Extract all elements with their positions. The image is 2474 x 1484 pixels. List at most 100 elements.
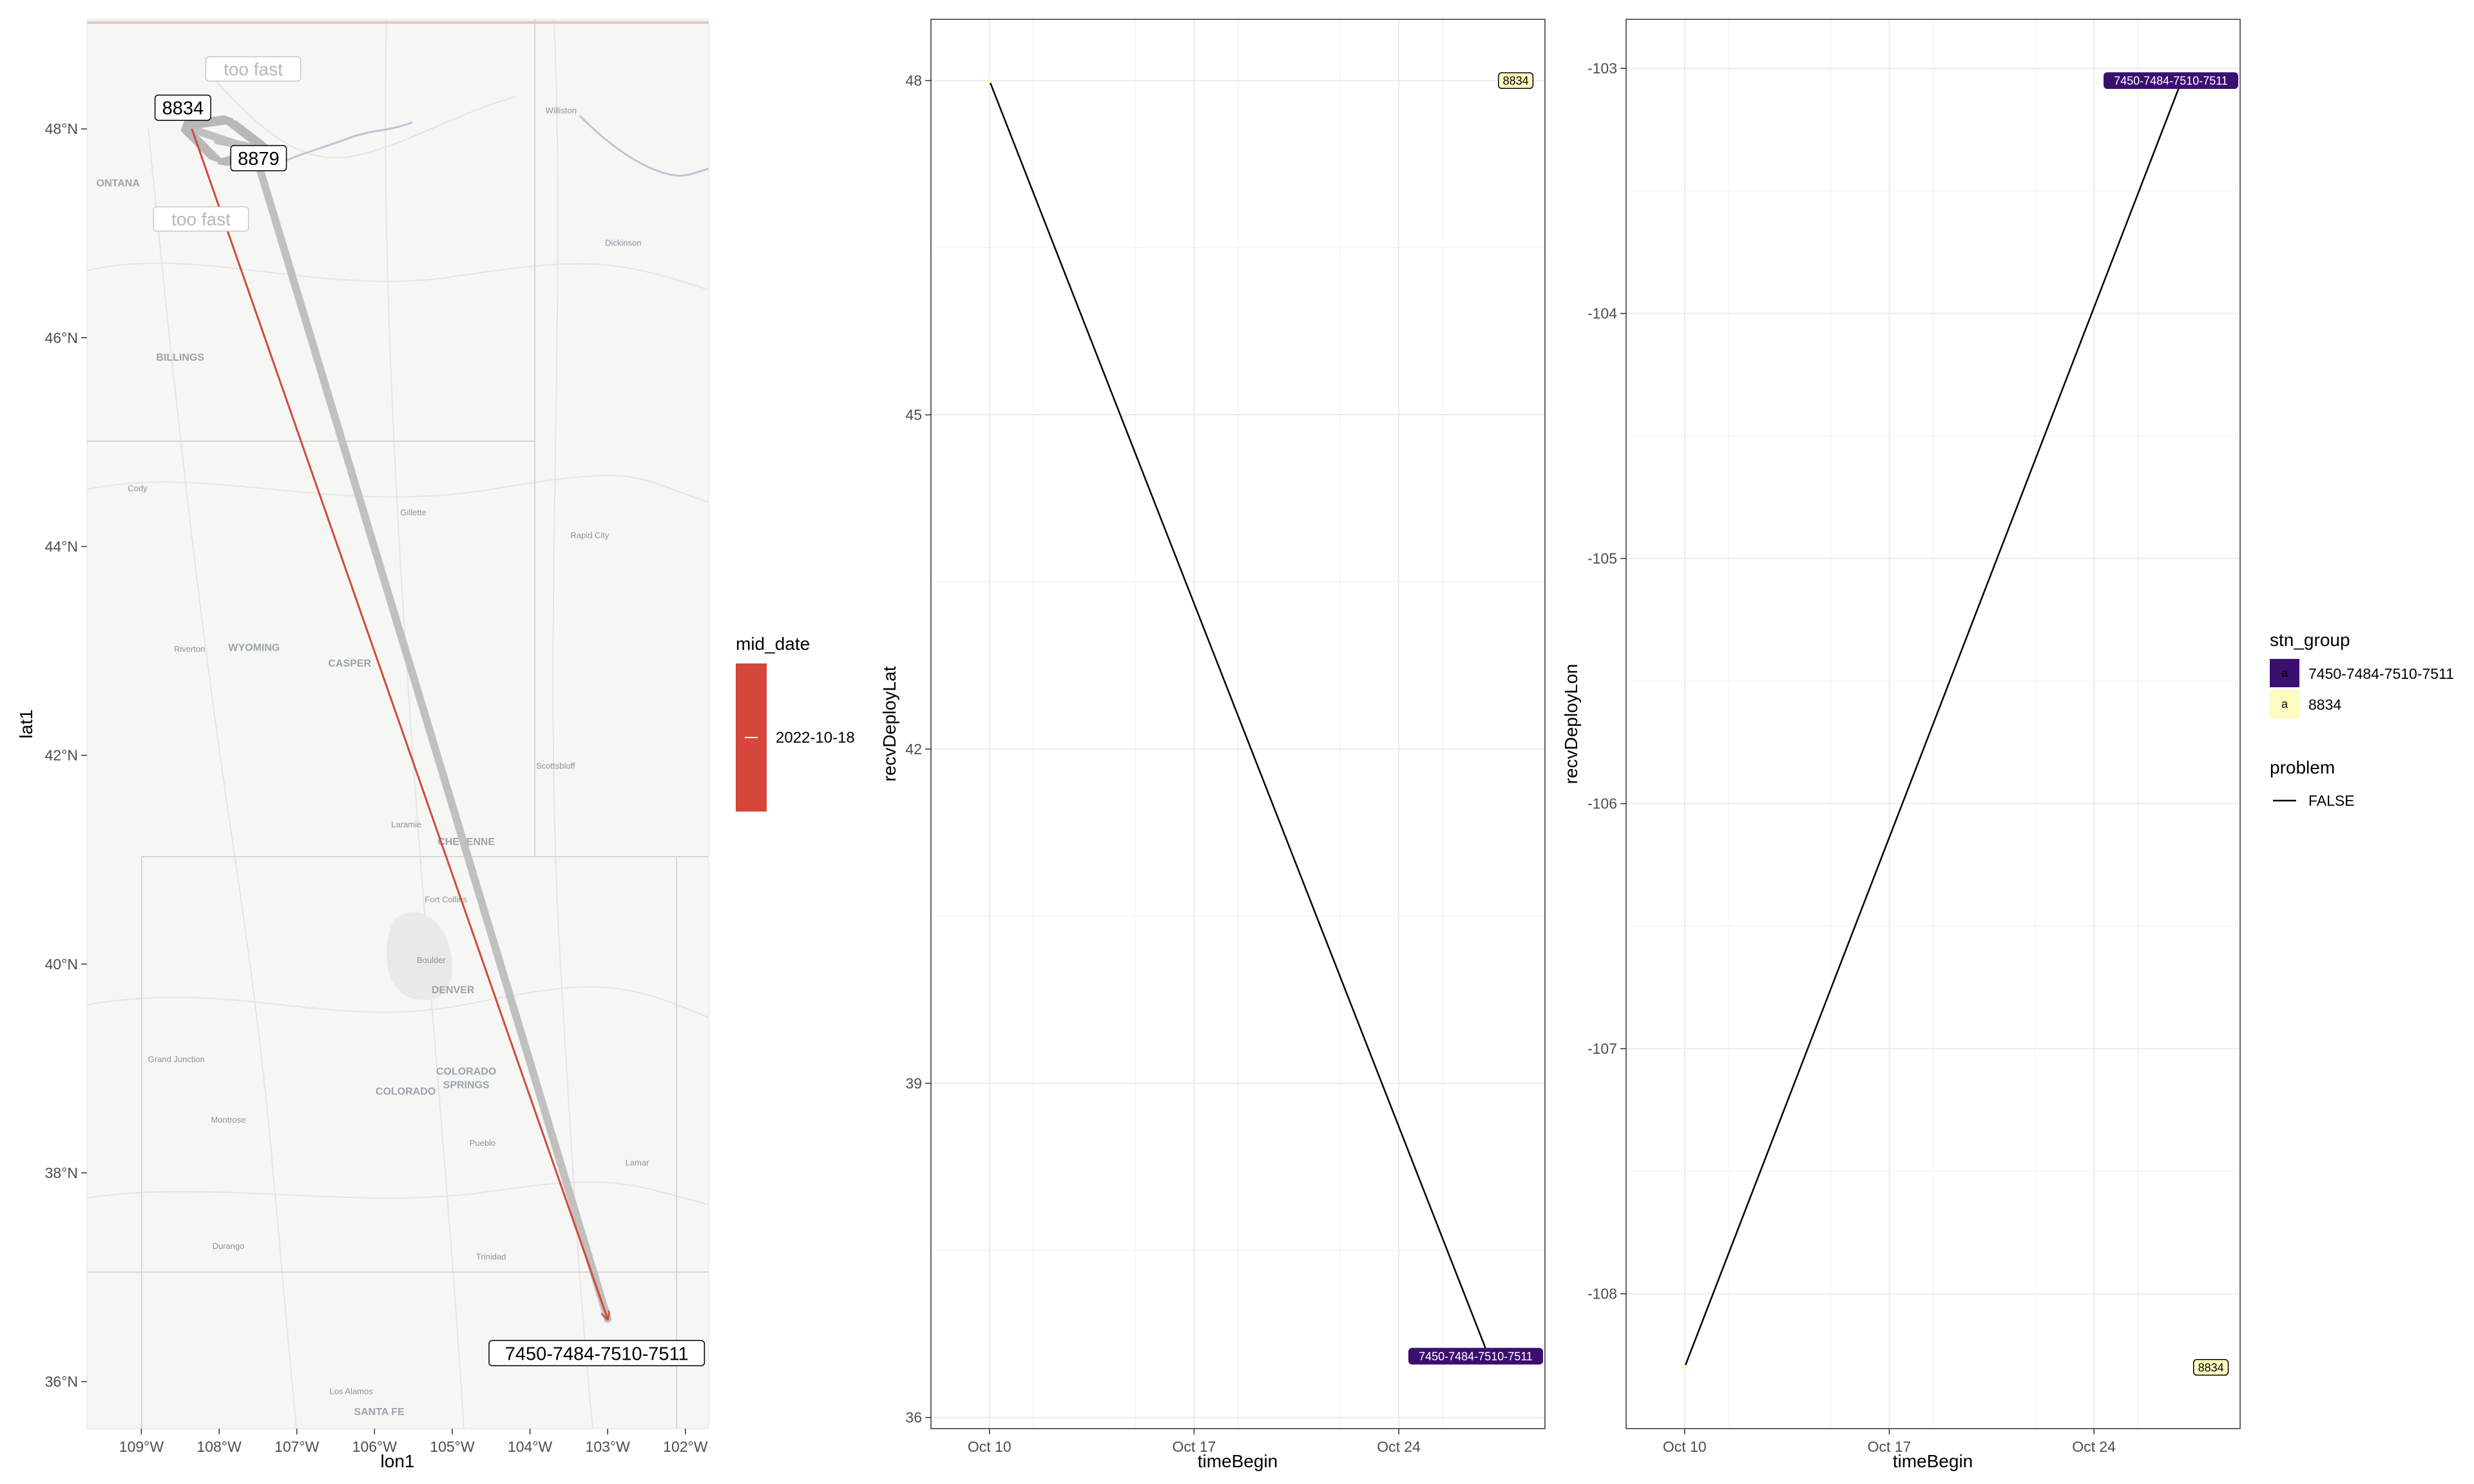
place-label-trinidad: Trinidad xyxy=(476,1251,506,1261)
too-fast-label-2-text: too fast xyxy=(171,209,231,229)
lat-panel: 8834 7450-7484-7510-7511 36 39 42 45 48 Oct 10… xyxy=(879,19,1546,1471)
stn-group-label-7450: 7450-7484-7510-7511 xyxy=(2308,665,2454,682)
lat-group-label-8834-text: 8834 xyxy=(1503,75,1529,88)
map-x-tick-label: 102°W xyxy=(663,1438,708,1455)
too-fast-label-1-box xyxy=(205,56,302,82)
mid-date-legend-value: 2022-10-18 xyxy=(776,729,855,747)
map-rivers xyxy=(270,115,709,177)
map-station-labels: too fast too fast 8834 8879 7450-7484-7510-7… xyxy=(153,56,705,1367)
lon-panel: 7450-7484-7510-7511 8834 -108 -107 -106 -105… xyxy=(1561,19,2241,1471)
place-label-boulder: Boulder xyxy=(417,955,446,965)
map-panel: Williston Dickinson BILLINGS Cody Gillette Ra… xyxy=(16,19,709,1471)
place-label-laramie: Laramie xyxy=(391,819,421,829)
lon-group-label-7450-text: 7450-7484-7510-7511 xyxy=(2114,75,2228,88)
stn-group-label-8834: 8834 xyxy=(2308,696,2341,713)
place-label-durango: Durango xyxy=(213,1241,245,1251)
place-label-losalamos: Los Alamos xyxy=(330,1387,374,1396)
too-fast-label-2-box xyxy=(153,206,249,232)
station-label-8879: 8879 xyxy=(230,145,287,171)
map-x-tick-label: 104°W xyxy=(508,1438,553,1455)
map-x-tick-label: 109°W xyxy=(119,1438,164,1455)
place-label-denver: DENVER xyxy=(432,985,475,996)
place-label-grandjunction: Grand Junction xyxy=(148,1054,205,1064)
place-label-santafe: SANTA FE xyxy=(354,1407,405,1418)
place-label-dickinson: Dickinson xyxy=(605,238,641,248)
map-x-tick-label: 106°W xyxy=(352,1438,398,1455)
stn-group-key-8834-glyph: a xyxy=(2281,698,2288,710)
lon-y-tick-label: -108 xyxy=(1587,1286,1617,1302)
place-label-lamar: Lamar xyxy=(626,1158,650,1168)
lon-point-8834 xyxy=(1682,1364,1687,1370)
lon-group-label-8834-text: 8834 xyxy=(2198,1361,2224,1374)
map-y-tick-label: 40°N xyxy=(45,956,78,973)
station-label-7450-box xyxy=(488,1340,705,1367)
lon-x-tick-label: Oct 24 xyxy=(2072,1438,2116,1455)
lat-x-axis-title: timeBegin xyxy=(1198,1451,1278,1471)
lon-y-axis-title: recvDeployLon xyxy=(1561,664,1581,785)
lat-ticks: 36 39 42 45 48 Oct 10 Oct 17 Oct 24 xyxy=(905,72,1421,1455)
map-y-tick-label: 48°N xyxy=(45,120,78,137)
map-y-tick-label: 38°N xyxy=(45,1165,78,1181)
too-fast-label-2: too fast xyxy=(153,206,249,232)
map-y-tick-label: 46°N xyxy=(45,329,78,346)
route-8879-to-7450 xyxy=(250,146,612,1323)
lon-group-label-8834-box xyxy=(2193,1358,2229,1376)
lon-y-tick-label: -104 xyxy=(1587,305,1617,322)
lon-x-tick-label: Oct 17 xyxy=(1868,1438,1912,1455)
lon-ticks: -108 -107 -106 -105 -104 -103 Oct 10 Oct 17 Oct … xyxy=(1587,60,2116,1455)
lat-group-label-7450: 7450-7484-7510-7511 xyxy=(1408,1347,1544,1365)
lat-y-tick-label: 48 xyxy=(905,72,922,89)
station-label-8834-box xyxy=(154,94,211,121)
station-label-7450: 7450-7484-7510-7511 xyxy=(488,1340,705,1367)
mid-date-legend-title: mid_date xyxy=(736,634,810,654)
place-label-casper: CASPER xyxy=(328,658,371,669)
lat-x-tick-label: Oct 17 xyxy=(1173,1438,1216,1455)
stn-group-key-8834 xyxy=(2270,690,2299,718)
lat-y-tick-label: 45 xyxy=(905,406,922,423)
lon-series: 7450-7484-7510-7511 8834 xyxy=(1682,72,2239,1376)
place-label-montana: ONTANA xyxy=(97,178,140,189)
lat-y-tick-label: 39 xyxy=(905,1075,922,1092)
place-label-wyoming: WYOMING xyxy=(228,643,280,654)
map-x-ticks: 109°W 108°W 107°W 106°W 105°W 104°W 103°W 102°W xyxy=(119,1429,708,1455)
place-label-williston: Williston xyxy=(546,106,577,115)
lon-series-line xyxy=(1683,80,2183,1368)
map-x-axis-title: lon1 xyxy=(381,1451,415,1471)
stn-group-key-7450 xyxy=(2270,659,2299,687)
too-fast-label-1-text: too fast xyxy=(224,59,283,79)
station-label-8879-box xyxy=(230,145,287,171)
map-borders xyxy=(87,19,709,1429)
lat-panel-border xyxy=(930,19,1546,1429)
lat-y-tick-label: 42 xyxy=(905,741,922,757)
route-8834-to-7450 xyxy=(191,128,608,1319)
lat-y-axis-title: recvDeployLat xyxy=(879,666,899,781)
map-panel-border xyxy=(86,19,709,1429)
map-basemap: Williston Dickinson BILLINGS Cody Gillette Ra… xyxy=(87,19,709,1429)
place-label-cosprings1: COLORADO xyxy=(436,1067,496,1078)
map-x-tick-label: 103°W xyxy=(586,1438,631,1455)
map-x-tick-label: 107°W xyxy=(274,1438,320,1455)
stn-group-legend-title: stn_group xyxy=(2270,630,2350,650)
station-label-8879-text: 8879 xyxy=(238,149,280,169)
stn-group-key-7450-glyph: a xyxy=(2281,667,2288,680)
station-label-7450-text: 7450-7484-7510-7511 xyxy=(505,1344,689,1364)
map-x-tick-label: 105°W xyxy=(430,1438,475,1455)
problem-label-false: FALSE xyxy=(2308,792,2355,809)
lat-group-label-7450-text: 7450-7484-7510-7511 xyxy=(1419,1350,1533,1363)
lon-panel-border xyxy=(1625,19,2241,1429)
lon-y-tick-label: -107 xyxy=(1587,1040,1617,1057)
place-label-gillette: Gillette xyxy=(400,508,426,517)
place-label-billings: BILLINGS xyxy=(156,352,204,363)
place-label-fortcollins: Fort Collins xyxy=(425,895,467,904)
lon-x-axis-title: timeBegin xyxy=(1893,1451,1973,1471)
lat-y-tick-label: 36 xyxy=(905,1409,922,1426)
station-label-8834-text: 8834 xyxy=(162,99,204,119)
lat-point-8834 xyxy=(986,78,992,84)
lat-group-label-7450-box xyxy=(1408,1347,1544,1365)
problem-legend-title: problem xyxy=(2270,757,2335,777)
map-y-ticks: 36°N 38°N 40°N 42°N 44°N 46°N 48°N xyxy=(45,120,87,1390)
map-x-tick-label: 108°W xyxy=(197,1438,242,1455)
place-label-rapidcity: Rapid City xyxy=(570,531,609,540)
lon-y-tick-label: -103 xyxy=(1587,60,1617,77)
lon-group-label-7450-box xyxy=(2104,72,2239,90)
